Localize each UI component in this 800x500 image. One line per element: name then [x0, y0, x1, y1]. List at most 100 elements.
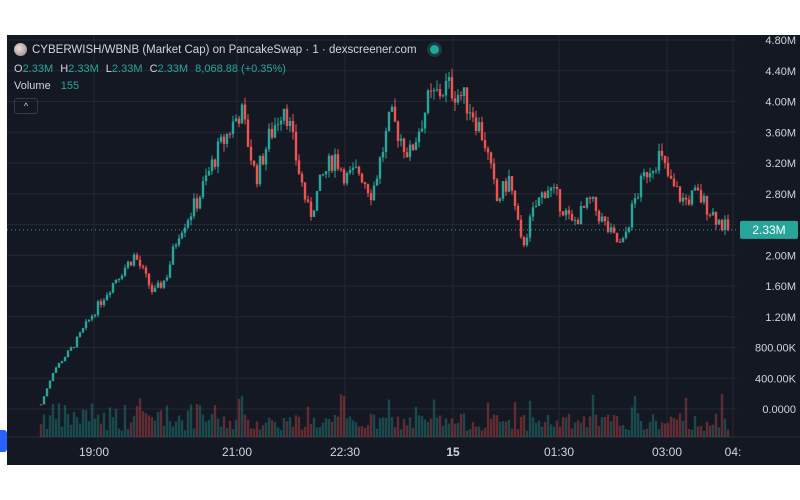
- candle-body: [72, 346, 76, 348]
- volume-bar: [237, 398, 241, 437]
- candlestick-chart[interactable]: 4.80M4.40M4.00M3.60M3.20M2.80M2.40M2.00M…: [7, 35, 800, 465]
- candle-body: [675, 186, 679, 188]
- y-tick-label: 800.00K: [755, 343, 797, 355]
- volume-bar: [240, 395, 244, 437]
- candle-body: [495, 179, 499, 201]
- candle-body: [231, 121, 235, 135]
- candle-body: [258, 155, 262, 185]
- volume-bar: [282, 417, 286, 437]
- candle-body: [180, 232, 184, 239]
- volume-bar: [720, 394, 724, 437]
- volume-bar: [294, 415, 298, 437]
- volume-bar: [480, 430, 484, 437]
- volume-bar: [243, 414, 247, 437]
- volume-bar: [489, 418, 493, 437]
- volume-bar: [495, 415, 499, 437]
- candle-body: [105, 294, 109, 301]
- volume-bar: [204, 421, 208, 437]
- volume-bar: [609, 421, 613, 437]
- candle-body: [663, 155, 667, 164]
- candle-body: [600, 216, 604, 222]
- candle-body: [489, 152, 493, 164]
- candle-body: [501, 181, 505, 199]
- candle-body: [480, 122, 484, 140]
- candle-body: [366, 184, 370, 194]
- candle-body: [507, 176, 511, 192]
- candle-body: [57, 363, 61, 368]
- candle-body: [612, 227, 616, 233]
- candle-body: [294, 131, 298, 161]
- volume-bar: [384, 417, 388, 437]
- candle-body: [96, 301, 100, 315]
- volume-bar: [327, 419, 331, 437]
- collapse-legend-button[interactable]: ^: [14, 98, 38, 114]
- volume-bar: [612, 414, 616, 437]
- candle-body: [246, 119, 250, 147]
- candle-body: [375, 178, 379, 186]
- candle-body: [108, 292, 112, 295]
- volume-bar: [657, 429, 661, 437]
- volume-bar: [93, 418, 97, 437]
- candle-body: [225, 133, 229, 144]
- candle-body: [144, 267, 148, 274]
- volume-bar: [279, 429, 283, 437]
- volume-bar: [267, 417, 271, 437]
- volume-bar: [84, 410, 88, 437]
- volume-bar: [435, 417, 439, 437]
- volume-bar: [693, 416, 697, 437]
- volume-bar: [96, 414, 100, 437]
- volume-bar: [303, 426, 307, 437]
- volume-bar: [711, 424, 715, 437]
- candle-body: [669, 175, 673, 179]
- candle-body: [483, 139, 487, 149]
- y-tick-label: 1.20M: [765, 312, 796, 324]
- volume-bar: [486, 402, 490, 437]
- candle-body: [444, 80, 448, 96]
- volume-bar: [252, 428, 256, 437]
- candle-body: [699, 190, 703, 203]
- volume-bar: [516, 429, 520, 437]
- x-tick-label: 21:00: [222, 445, 252, 459]
- candle-body: [204, 175, 208, 182]
- candle-body: [552, 186, 556, 188]
- volume-bar: [231, 429, 235, 437]
- volume-bar: [444, 418, 448, 437]
- volume-bar: [432, 399, 436, 437]
- chart-panel[interactable]: 4.80M4.40M4.00M3.60M3.20M2.80M2.40M2.00M…: [7, 35, 800, 465]
- volume-bar: [576, 420, 580, 437]
- candle-body: [714, 211, 718, 225]
- candle-body: [381, 152, 385, 158]
- volume-bar: [186, 410, 190, 437]
- candle-body: [522, 236, 526, 246]
- volume-bar: [39, 424, 43, 437]
- volume-bar: [342, 396, 346, 437]
- candle-body: [411, 144, 415, 151]
- candle-body: [681, 197, 685, 202]
- volume-bar: [306, 406, 310, 437]
- candle-body: [153, 287, 157, 292]
- volume-bar: [129, 422, 133, 437]
- volume-bar: [153, 420, 157, 437]
- volume-bar: [642, 429, 646, 437]
- volume-bar: [429, 418, 433, 437]
- candle-body: [111, 282, 115, 293]
- candle-body: [408, 144, 412, 158]
- y-tick-label: 4.40M: [765, 66, 796, 78]
- candle-body: [351, 167, 355, 170]
- left-panel-handle[interactable]: [0, 430, 7, 452]
- volume-bar: [552, 426, 556, 437]
- volume-bar: [102, 412, 106, 437]
- volume-bar: [534, 422, 538, 437]
- candle-body: [723, 219, 727, 231]
- volume-bar: [198, 405, 202, 437]
- candle-body: [645, 172, 649, 178]
- volume-bar: [453, 423, 457, 437]
- volume-bar: [465, 430, 469, 437]
- volume-bar: [324, 418, 328, 437]
- candle-body: [339, 168, 343, 170]
- volume-bar: [573, 422, 577, 437]
- volume-bar: [699, 425, 703, 437]
- candle-body: [138, 259, 142, 267]
- volume-bar: [510, 428, 514, 437]
- volume-bar: [672, 418, 676, 437]
